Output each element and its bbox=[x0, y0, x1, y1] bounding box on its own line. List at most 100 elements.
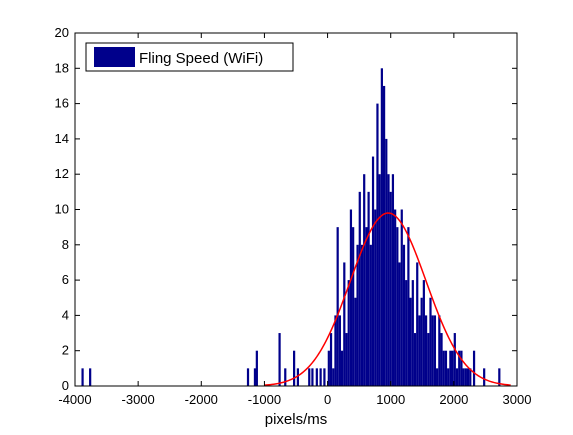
histogram-bar bbox=[436, 368, 439, 386]
histogram-bar bbox=[334, 315, 337, 386]
histogram-bar bbox=[81, 368, 84, 386]
histogram-bar bbox=[462, 368, 465, 386]
histogram-bar bbox=[278, 333, 281, 386]
y-tick-label: 4 bbox=[62, 307, 69, 322]
histogram-bar bbox=[329, 333, 333, 386]
histogram-bar bbox=[469, 368, 472, 386]
histogram-bar bbox=[380, 68, 383, 387]
histogram-bar bbox=[449, 350, 452, 386]
histogram-bar bbox=[89, 368, 92, 386]
legend-label: Fling Speed (WiFi) bbox=[139, 50, 263, 67]
histogram-bar bbox=[424, 315, 428, 386]
x-tick-label: -2000 bbox=[185, 392, 218, 407]
histogram-bar bbox=[418, 315, 421, 386]
y-tick-label: 10 bbox=[55, 202, 69, 217]
histogram-bar bbox=[387, 174, 390, 386]
histogram-bar bbox=[311, 368, 314, 386]
histogram-bar bbox=[400, 209, 403, 386]
x-tick-label: -1000 bbox=[248, 392, 281, 407]
histogram-bar bbox=[498, 368, 501, 386]
histogram-bar bbox=[308, 368, 311, 386]
histogram-bar bbox=[369, 244, 372, 386]
histogram-bar bbox=[347, 280, 350, 386]
histogram-bar bbox=[345, 333, 348, 386]
histogram-bar bbox=[343, 262, 346, 386]
y-tick-label: 18 bbox=[55, 60, 69, 75]
y-tick-label: 6 bbox=[62, 272, 69, 287]
histogram-bar bbox=[411, 280, 414, 386]
histogram-bar bbox=[323, 368, 326, 386]
histogram-bar bbox=[472, 350, 476, 386]
histogram-bar bbox=[398, 262, 401, 386]
histogram-bar bbox=[378, 174, 381, 386]
histogram-bar bbox=[352, 227, 355, 386]
histogram-bar bbox=[382, 85, 386, 386]
histogram-bar bbox=[405, 280, 408, 386]
histogram-bar bbox=[389, 191, 392, 386]
histogram-bar bbox=[453, 333, 456, 386]
histogram-bar bbox=[460, 350, 463, 386]
histogram-bar bbox=[376, 103, 379, 386]
histogram-bar bbox=[336, 227, 339, 386]
histogram-bar bbox=[319, 368, 322, 386]
x-axis-label: pixels/ms bbox=[265, 411, 328, 428]
histogram-bar bbox=[365, 227, 368, 386]
histogram-bar bbox=[360, 244, 364, 386]
histogram-bar bbox=[429, 297, 432, 386]
histogram-bar bbox=[442, 350, 445, 386]
y-tick-label: 16 bbox=[55, 96, 69, 111]
histogram-bar bbox=[420, 297, 423, 386]
histogram-bar bbox=[367, 191, 370, 386]
histogram-bar bbox=[451, 350, 454, 386]
histogram-bar bbox=[255, 350, 258, 386]
histogram-bar bbox=[354, 297, 357, 386]
histogram-bars bbox=[81, 68, 501, 387]
histogram-bar bbox=[284, 368, 287, 386]
y-tick-label: 2 bbox=[62, 343, 69, 358]
y-tick-label: 14 bbox=[55, 131, 69, 146]
y-tick-label: 0 bbox=[62, 378, 69, 393]
histogram-bar bbox=[293, 350, 296, 386]
y-tick-label: 8 bbox=[62, 237, 69, 252]
histogram-bar bbox=[315, 368, 318, 386]
histogram-bar bbox=[444, 350, 448, 386]
histogram-bar bbox=[433, 315, 437, 386]
x-tick-label: 1000 bbox=[376, 392, 405, 407]
histogram-bar bbox=[358, 191, 361, 386]
histogram-bar bbox=[246, 368, 250, 386]
histogram-bar bbox=[483, 368, 486, 386]
histogram-bar bbox=[340, 350, 344, 386]
histogram-bar bbox=[356, 244, 359, 386]
axis-ticks: -4000 -3000 -2000 -1000 0 1000 2000 3000 0 2 4 6 8 10… bbox=[55, 25, 532, 407]
histogram-bar bbox=[253, 368, 257, 386]
x-tick-label: 0 bbox=[324, 392, 331, 407]
histogram-bar bbox=[391, 174, 395, 386]
x-tick-label: 2000 bbox=[439, 392, 468, 407]
histogram-bar bbox=[458, 350, 461, 386]
histogram-bar bbox=[440, 333, 443, 386]
histogram-bar bbox=[409, 297, 412, 386]
legend-swatch bbox=[94, 47, 135, 67]
histogram-bar bbox=[363, 174, 366, 386]
histogram-bar bbox=[385, 138, 388, 386]
histogram-bar bbox=[402, 244, 406, 386]
histogram-bar bbox=[371, 156, 375, 386]
histogram-bar bbox=[431, 315, 434, 386]
normal-fit-curve bbox=[264, 212, 511, 386]
legend: Fling Speed (WiFi) bbox=[85, 42, 294, 72]
x-tick-label: -4000 bbox=[58, 392, 91, 407]
x-tick-label: -3000 bbox=[122, 392, 155, 407]
histogram-bar bbox=[394, 209, 397, 386]
histogram-bar bbox=[422, 280, 425, 386]
x-tick-label: 3000 bbox=[503, 392, 532, 407]
histogram-bar bbox=[374, 209, 377, 386]
histogram-bar bbox=[338, 315, 341, 386]
histogram-bar bbox=[407, 227, 410, 386]
histogram-bar bbox=[396, 227, 399, 386]
y-tick-label: 12 bbox=[55, 166, 69, 181]
histogram-bar bbox=[416, 262, 419, 386]
histogram-bar bbox=[447, 368, 450, 386]
histogram-bar bbox=[427, 333, 430, 386]
histogram-bar bbox=[327, 350, 330, 386]
